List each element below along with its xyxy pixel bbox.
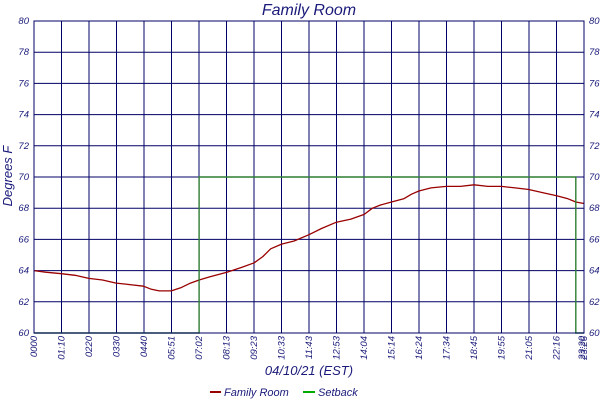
y-tick-label: 72 — [18, 141, 29, 152]
x-tick-label: 23:20 — [577, 335, 588, 360]
x-tick-label: 01:10 — [57, 335, 68, 359]
y-tick-label: 66 — [18, 234, 29, 245]
y-axis-left-ticks: 60 62 64 66 68 70 72 74 76 78 80 — [18, 16, 29, 339]
y-tick-label-right: 80 — [589, 16, 600, 27]
y-tick-label-right: 70 — [589, 172, 600, 183]
x-tick-label: 22:16 — [552, 335, 563, 360]
y-axis-label: Degrees F — [0, 145, 15, 207]
y-tick-label: 64 — [18, 266, 29, 277]
y-tick-label: 80 — [18, 16, 29, 27]
x-tick-label: 05:51 — [167, 336, 178, 360]
x-tick-label: 08:13 — [222, 335, 233, 359]
y-tick-label: 76 — [18, 78, 29, 89]
x-tick-label: 0000 — [29, 335, 40, 357]
x-tick-label: 15:14 — [387, 336, 398, 360]
y-tick-label-right: 64 — [589, 266, 600, 277]
x-tick-label: 0440 — [139, 335, 150, 357]
x-tick-label: 11:43 — [304, 335, 315, 359]
chart-title: Family Room — [262, 2, 356, 19]
x-tick-label: 10:33 — [277, 335, 288, 359]
x-tick-label: 16:24 — [414, 336, 425, 360]
x-tick-label: 07:02 — [194, 335, 205, 359]
x-tick-label: 18:45 — [469, 335, 480, 359]
y-tick-label-right: 60 — [589, 328, 600, 339]
y-tick-label-right: 76 — [589, 78, 600, 89]
y-tick-label: 70 — [18, 172, 29, 183]
y-tick-label-right: 72 — [589, 141, 600, 152]
series-line-family-room — [33, 184, 585, 292]
x-tick-label: 14:04 — [359, 336, 370, 360]
legend-label-family-room: Family Room — [224, 387, 289, 399]
legend-label-setback: Setback — [318, 387, 358, 399]
y-tick-label: 74 — [18, 110, 29, 121]
x-tick-label: 17:34 — [442, 336, 453, 360]
x-tick-label: 21:05 — [524, 335, 535, 360]
x-tick-label: 19:55 — [497, 335, 508, 359]
x-axis-ticks: 0000 01:10 0220 0330 0440 05:51 07:02 08:13 09:2… — [29, 335, 590, 360]
x-axis-label: 04/10/21 (EST) — [265, 363, 353, 378]
y-tick-label: 68 — [18, 203, 29, 214]
y-tick-label-right: 78 — [589, 47, 600, 58]
plot-frame — [33, 20, 585, 334]
y-tick-label: 62 — [18, 297, 29, 308]
y-axis-right-ticks: 60 62 64 66 68 70 72 74 76 78 80 — [589, 16, 600, 339]
y-tick-label: 78 — [18, 47, 29, 58]
y-tick-label-right: 68 — [589, 203, 600, 214]
x-tick-label: 0220 — [84, 335, 95, 357]
x-tick-label: 0330 — [112, 335, 123, 357]
x-tick-label: 12:53 — [332, 335, 343, 359]
y-tick-label-right: 62 — [589, 297, 600, 308]
legend: Family Room Setback — [210, 387, 358, 399]
y-tick-label: 60 — [18, 328, 29, 339]
x-tick-label: 23:26 — [579, 335, 590, 360]
y-tick-label-right: 66 — [589, 234, 600, 245]
x-tick-label: 09:23 — [249, 335, 260, 359]
y-tick-label-right: 74 — [589, 110, 600, 121]
